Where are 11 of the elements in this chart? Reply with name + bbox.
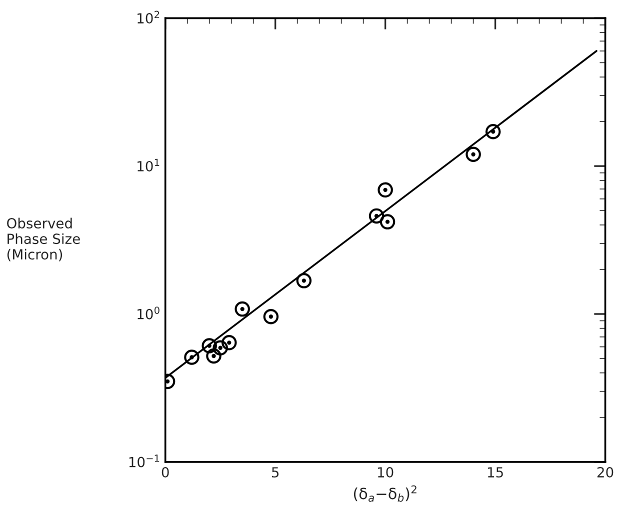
x-tick-label: 20 — [597, 467, 614, 478]
y-axis-title: Observed Phase Size (Micron) — [7, 218, 80, 262]
x-tick-label: 0 — [162, 467, 169, 478]
y-tick-label: 10$^{2}$ — [138, 10, 160, 24]
y-tick-label: 10$^{1}$ — [138, 158, 160, 172]
x-tick-label: 15 — [488, 467, 503, 478]
x-axis-title: (δ$_{a}$−δ$_{b}$)$^{2}$ — [354, 485, 416, 502]
y-tick-label: 10$^{−1}$ — [129, 454, 160, 468]
y-tick-label: 10$^{0}$ — [138, 306, 160, 320]
x-tick-label: 5 — [272, 467, 279, 478]
x-tick-label: 10 — [378, 467, 394, 478]
